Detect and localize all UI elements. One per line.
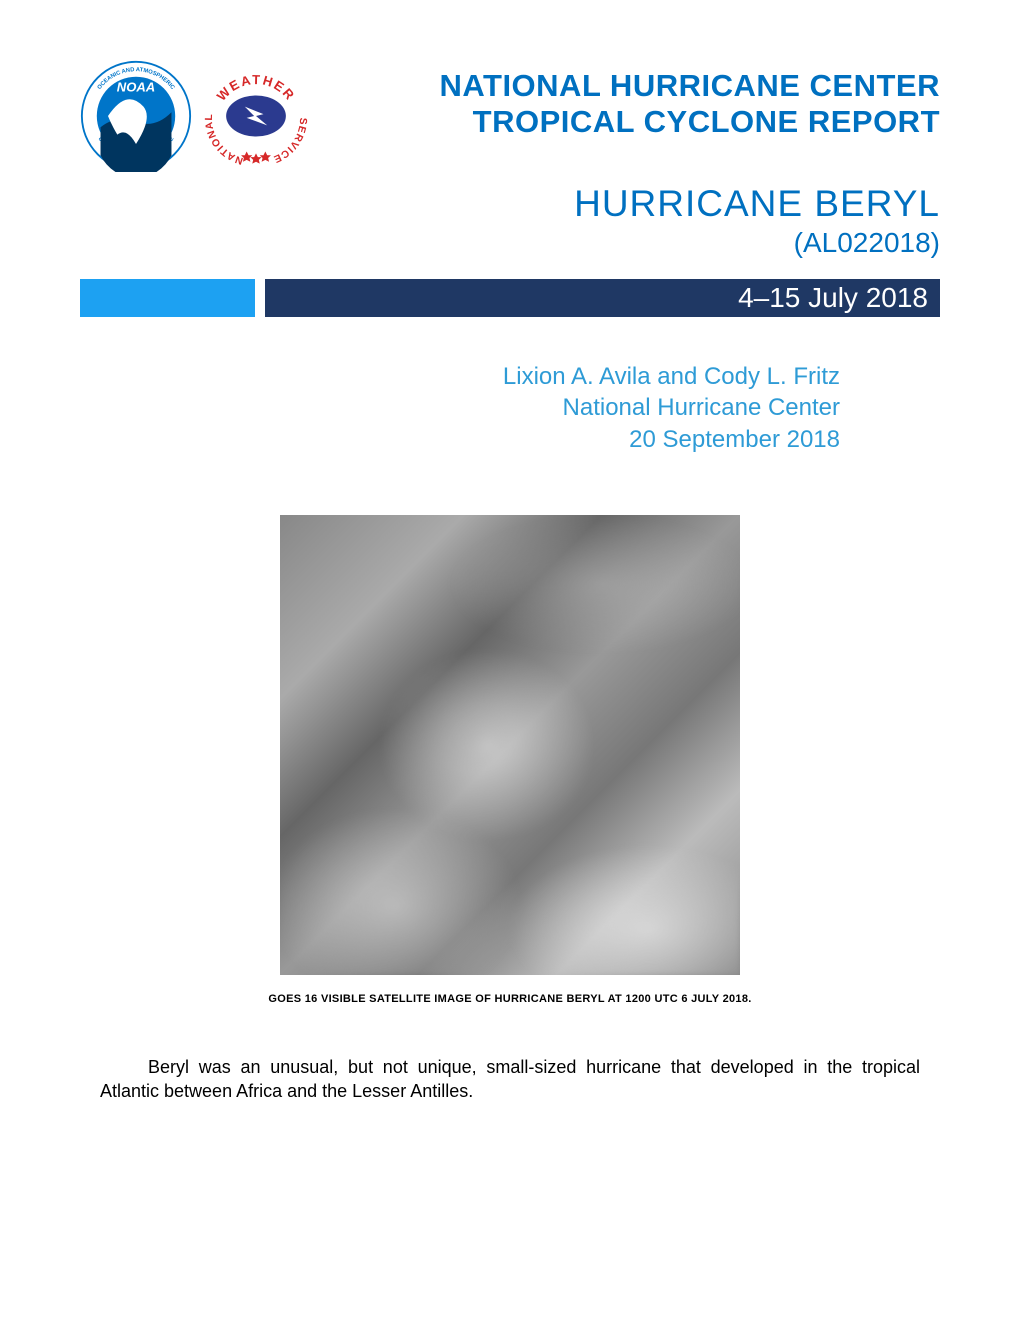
report-title-line2: TROPICAL CYCLONE REPORT	[322, 104, 940, 140]
header-row: OCEANIC AND ATMOSPHERIC U.S. DEPARTMENT …	[80, 60, 940, 259]
authors-block: Lixion A. Avila and Cody L. Fritz Nation…	[80, 361, 840, 455]
bar-gap	[255, 279, 265, 317]
svg-text:NOAA: NOAA	[117, 80, 155, 95]
bar-date-range: 4–15 July 2018	[265, 279, 940, 317]
figure-caption: GOES 16 VISIBLE SATELLITE IMAGE OF HURRI…	[80, 993, 940, 1005]
author-org: National Hurricane Center	[80, 392, 840, 423]
bar-accent-light	[80, 279, 255, 317]
noaa-logo: OCEANIC AND ATMOSPHERIC U.S. DEPARTMENT …	[80, 60, 192, 172]
nws-logo: WEATHER NATIONAL SERVICE	[200, 60, 312, 172]
logo-group: OCEANIC AND ATMOSPHERIC U.S. DEPARTMENT …	[80, 60, 312, 172]
date-bar: 4–15 July 2018	[80, 279, 940, 317]
storm-id: (AL022018)	[322, 227, 940, 259]
satellite-image	[280, 515, 740, 975]
report-title-line1: NATIONAL HURRICANE CENTER	[322, 68, 940, 104]
summary-paragraph: Beryl was an unusual, but not unique, sm…	[80, 1055, 940, 1104]
storm-name: HURRICANE BERYL	[322, 183, 940, 225]
title-block: NATIONAL HURRICANE CENTER TROPICAL CYCLO…	[322, 60, 940, 259]
author-names: Lixion A. Avila and Cody L. Fritz	[80, 361, 840, 392]
figure: GOES 16 VISIBLE SATELLITE IMAGE OF HURRI…	[80, 515, 940, 1005]
report-date: 20 September 2018	[80, 424, 840, 455]
